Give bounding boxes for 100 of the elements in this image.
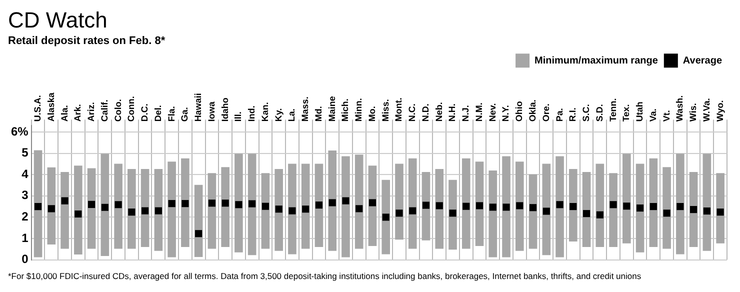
y-tick-label: 5	[22, 146, 29, 160]
legend-label: Minimum/maximum range	[534, 55, 658, 66]
bar	[301, 164, 310, 249]
bar	[542, 164, 551, 256]
bar	[87, 168, 96, 249]
x-tick-label: Kan.	[260, 102, 270, 122]
bar	[261, 173, 270, 249]
x-tick-label: Mass.	[300, 96, 310, 122]
x-tick-label: Ore.	[540, 104, 551, 122]
bar	[288, 164, 296, 254]
point	[489, 204, 496, 211]
x-tick-label: N.J.	[460, 105, 471, 122]
point	[288, 207, 296, 214]
point	[610, 201, 617, 208]
point	[142, 207, 149, 214]
point	[101, 204, 108, 211]
point	[409, 207, 416, 214]
x-tick-label: Mich.	[340, 98, 350, 122]
x-tick-label: Ala.	[59, 105, 70, 122]
x-tick-label: Okla.	[528, 100, 538, 122]
bar	[354, 154, 364, 249]
legend-label: Average	[682, 55, 722, 66]
bar	[435, 169, 444, 249]
bar	[221, 167, 230, 248]
x-tick-label: N.M.	[474, 102, 484, 122]
bar	[181, 158, 190, 248]
bar	[208, 173, 216, 249]
x-tick-label: Tenn.	[608, 98, 618, 122]
point	[168, 200, 176, 208]
x-tick-label: La.	[286, 108, 297, 122]
x-tick-label: Nev.	[487, 103, 498, 122]
x-tick-label: Minn.	[354, 98, 364, 122]
x-tick-label: Alaska	[46, 92, 56, 122]
x-tick-label: N.D.	[420, 104, 430, 122]
point	[315, 202, 323, 209]
x-tick-label: Ga.	[180, 107, 190, 122]
x-tick-label: Md.	[313, 106, 324, 122]
bar	[395, 164, 404, 240]
bar	[114, 164, 122, 249]
bar	[716, 173, 724, 244]
x-tick-label: Pa.	[554, 108, 564, 122]
bar	[74, 166, 82, 254]
point	[436, 202, 443, 210]
x-tick-label: Idaho	[220, 97, 230, 122]
point	[676, 203, 684, 210]
bar	[382, 180, 390, 254]
point	[449, 210, 456, 217]
bar	[128, 169, 136, 249]
point	[275, 206, 282, 213]
bar	[596, 164, 604, 248]
x-tick-label: Utah	[634, 102, 645, 122]
bar	[34, 150, 42, 258]
point	[596, 211, 604, 218]
chart-title: CD Watch	[8, 7, 108, 32]
point	[556, 201, 564, 208]
x-tick-label: N.H.	[447, 104, 458, 122]
bar	[234, 154, 243, 252]
x-tick-label: Ky.	[273, 108, 284, 122]
x-tick-label: Ohio	[514, 100, 524, 122]
point	[302, 206, 310, 213]
point	[690, 206, 698, 214]
point	[235, 201, 242, 208]
y-tick-label: 3	[22, 188, 29, 202]
point	[182, 200, 189, 208]
x-tick-label: Mont.	[394, 98, 404, 122]
x-tick-label: Ind.	[246, 106, 257, 122]
x-tick-label: N.C.	[407, 104, 418, 122]
bar	[582, 172, 591, 248]
bar	[248, 154, 256, 256]
point	[650, 203, 657, 210]
point	[88, 200, 96, 208]
bar	[649, 158, 658, 248]
y-tick-label: 2	[22, 210, 29, 224]
y-tick-label: 4	[22, 166, 29, 181]
bar	[100, 154, 110, 256]
x-tick-label: Miss.	[380, 99, 390, 122]
point	[195, 230, 202, 238]
point	[542, 208, 550, 215]
x-tick-label: Hawaii	[193, 93, 204, 122]
x-tick-label: N.Y.	[500, 105, 511, 122]
bar	[60, 172, 69, 249]
bar	[448, 180, 457, 250]
x-tick-label: Neb.	[434, 102, 444, 122]
x-tick-label: Ill.	[233, 112, 244, 122]
x-tick-label: W.Va.	[701, 98, 712, 122]
x-tick-label: D.C.	[140, 104, 150, 122]
bar	[676, 154, 684, 254]
y-tick-label: 0	[22, 252, 29, 266]
x-tick-label: Tex.	[621, 104, 632, 122]
text: *For $10,000 FDIC-insured CDs, averaged for all terms. Data from 3,500 deposit-taking institutions including banks, brokerages, Internet banks, thrifts, and credit unions	[8, 270, 642, 282]
point	[328, 199, 336, 206]
x-tick-label: Maine	[326, 96, 337, 122]
x-tick-label: Calif.	[99, 100, 110, 122]
point	[716, 208, 724, 216]
bar	[274, 169, 283, 251]
point	[74, 210, 82, 218]
point	[476, 202, 484, 210]
point	[114, 201, 122, 208]
x-tick-label: U.S.A.	[32, 95, 43, 122]
point	[48, 205, 55, 212]
